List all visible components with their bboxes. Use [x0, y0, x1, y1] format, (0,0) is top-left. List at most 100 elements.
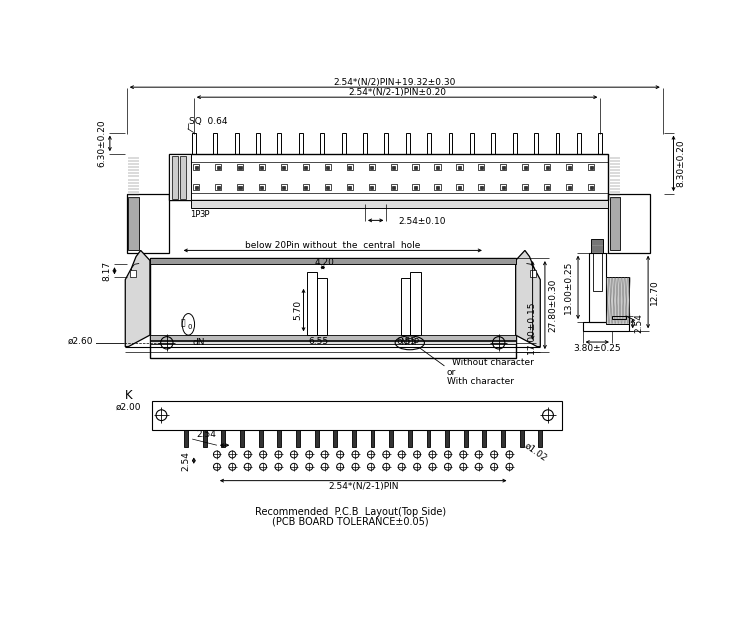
Bar [529, 271, 535, 276]
Bar [370, 430, 374, 447]
Bar [599, 132, 602, 154]
Bar [414, 186, 417, 189]
Bar [299, 132, 303, 154]
Bar [501, 430, 505, 447]
Bar [436, 186, 439, 189]
Bar [346, 184, 353, 190]
Bar [194, 166, 197, 169]
Bar [480, 186, 483, 189]
Bar [348, 186, 351, 189]
Bar [513, 132, 517, 154]
Text: 8.30±0.20: 8.30±0.20 [677, 140, 686, 187]
Text: 2.54: 2.54 [181, 451, 191, 471]
Bar [500, 184, 507, 190]
Bar [150, 258, 516, 264]
Bar [315, 430, 319, 447]
Bar [478, 184, 484, 190]
Bar [588, 164, 594, 170]
Bar [392, 186, 395, 189]
Text: 5.70: 5.70 [293, 300, 302, 320]
Bar [281, 164, 287, 170]
Text: 6.55: 6.55 [397, 337, 416, 346]
Bar [590, 166, 593, 169]
Bar [544, 164, 550, 170]
Text: dN: dN [192, 338, 205, 347]
Bar [522, 164, 529, 170]
Bar [215, 184, 221, 190]
Bar [325, 184, 331, 190]
Bar [172, 156, 178, 199]
Bar [500, 164, 507, 170]
Bar [256, 132, 260, 154]
Bar [414, 166, 417, 169]
Text: ø2.00: ø2.00 [116, 403, 142, 412]
Bar [566, 184, 572, 190]
Bar [410, 272, 421, 335]
Bar [408, 430, 412, 447]
Bar [237, 184, 243, 190]
Bar [568, 166, 571, 169]
Bar [546, 166, 549, 169]
Bar [591, 239, 603, 253]
Bar [259, 184, 265, 190]
Bar [427, 132, 431, 154]
Bar [306, 272, 317, 335]
Bar [150, 258, 516, 358]
Bar [326, 186, 329, 189]
Text: 6.30±0.20: 6.30±0.20 [98, 120, 107, 167]
Bar [434, 164, 441, 170]
Bar [522, 184, 529, 190]
Text: 2.54*(N/2)PIN+19.32±0.30: 2.54*(N/2)PIN+19.32±0.30 [334, 78, 456, 87]
Bar [534, 132, 538, 154]
Text: 6.55: 6.55 [309, 337, 329, 346]
Bar [546, 186, 549, 189]
Bar [277, 430, 281, 447]
Bar [325, 164, 331, 170]
Polygon shape [516, 250, 541, 347]
Bar [193, 184, 200, 190]
Text: or: or [447, 368, 456, 377]
Text: 2.54*(N/2-1)PIN: 2.54*(N/2-1)PIN [328, 482, 398, 491]
Bar [169, 154, 608, 201]
Text: SQ  0.64: SQ 0.64 [189, 116, 227, 125]
Bar [456, 184, 462, 190]
Bar [342, 132, 346, 154]
Bar [589, 253, 605, 322]
Bar [436, 166, 439, 169]
Bar [363, 132, 367, 154]
Bar [392, 166, 395, 169]
Bar [352, 430, 356, 447]
Bar [194, 186, 197, 189]
Text: With character: With character [447, 377, 514, 386]
Bar [239, 166, 242, 169]
Bar [348, 166, 351, 169]
Text: K: K [125, 390, 133, 403]
Bar [391, 164, 397, 170]
Bar [483, 430, 486, 447]
Bar [180, 156, 186, 199]
Bar [152, 401, 562, 430]
Text: 27.80±0.30: 27.80±0.30 [548, 278, 557, 332]
Bar [524, 166, 527, 169]
Bar [368, 184, 375, 190]
Text: (PCB BOARD TOLERANCE±0.05): (PCB BOARD TOLERANCE±0.05) [272, 516, 428, 527]
Text: ø2.60: ø2.60 [68, 337, 93, 346]
Bar [215, 164, 221, 170]
Bar [296, 430, 300, 447]
Text: 8.17: 8.17 [102, 261, 111, 281]
Bar [169, 154, 191, 201]
Bar [240, 430, 244, 447]
Text: 3P: 3P [200, 210, 210, 219]
Bar [556, 132, 559, 154]
Bar [320, 132, 324, 154]
Bar [303, 184, 309, 190]
Bar [590, 186, 593, 189]
Text: 0: 0 [187, 323, 192, 330]
Bar [368, 164, 375, 170]
Bar [593, 253, 602, 291]
Bar [612, 316, 626, 319]
Text: 13.00±0.25: 13.00±0.25 [564, 260, 573, 314]
Bar [150, 341, 516, 345]
Bar [192, 132, 196, 154]
Bar [213, 132, 217, 154]
